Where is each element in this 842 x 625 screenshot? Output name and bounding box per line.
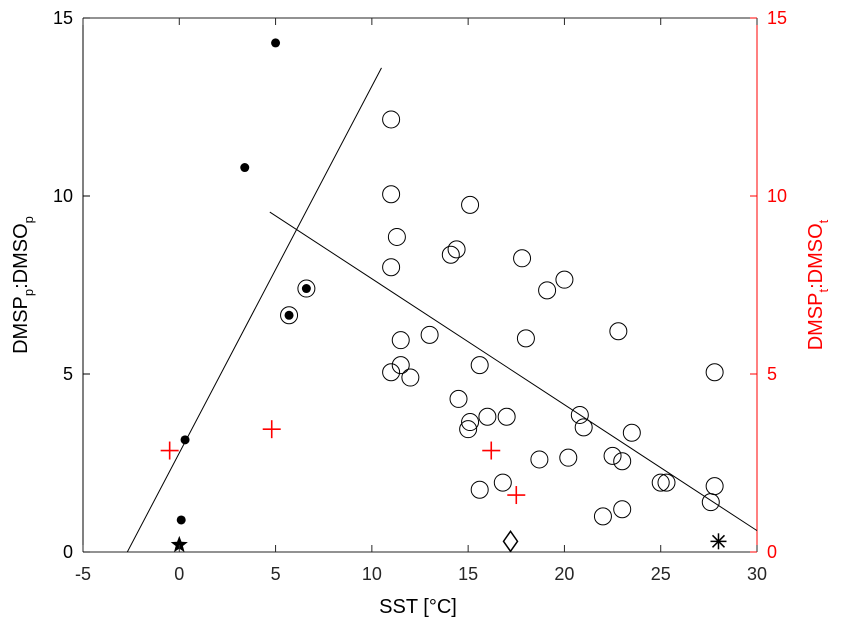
left-y-tick-label: 15 — [53, 8, 73, 28]
left-y-tick-label: 10 — [53, 186, 73, 206]
open-circle-point — [391, 356, 410, 375]
open-circle-point — [559, 448, 578, 467]
open-circle-point — [461, 413, 480, 432]
right-y-tick-label: 15 — [767, 8, 787, 28]
diamond-point — [502, 530, 519, 553]
open-circle-point — [493, 473, 512, 492]
x-tick-label: 20 — [554, 564, 574, 584]
x-tick-label: 10 — [362, 564, 382, 584]
filled-circle-point — [176, 515, 186, 525]
open-circle-point — [513, 249, 532, 268]
x-tick-label: 5 — [271, 564, 281, 584]
open-circle-point — [497, 407, 516, 426]
left-y-title-main: DMSP — [10, 296, 32, 354]
open-circle-point — [622, 423, 641, 442]
right-y-axis-title: DMSPt:DMSOt — [805, 219, 831, 350]
left-y-axis-title: DMSPp:DMSOp — [10, 216, 36, 354]
open-circle-point — [297, 279, 316, 298]
open-circle-point — [470, 480, 489, 499]
open-circle-point — [516, 329, 535, 348]
open-circle-point — [701, 493, 720, 512]
left-y-title-sep: :DMSO — [10, 223, 32, 289]
open-circle-point — [441, 245, 460, 264]
x-tick-label: 15 — [458, 564, 478, 584]
open-circle-point — [382, 185, 401, 204]
left-y-title-sub2: p — [21, 216, 36, 223]
fit-line — [126, 67, 382, 553]
plus-point — [160, 441, 179, 460]
x-tick-label: 0 — [174, 564, 184, 584]
right-y-title-sub1: t — [816, 289, 831, 293]
open-circle-point — [387, 227, 406, 246]
filled-circle-point — [284, 310, 294, 320]
right-y-tick-label: 0 — [767, 542, 777, 562]
open-circle-point — [391, 331, 410, 350]
open-circle-point — [420, 325, 439, 344]
asterisk-point-d2 — [711, 534, 726, 548]
open-circle-point — [609, 322, 628, 341]
open-circle-point — [593, 507, 612, 526]
x-tick-label: 25 — [651, 564, 671, 584]
open-circle-point — [603, 446, 622, 465]
open-circle-point — [613, 500, 632, 519]
open-circle-point — [461, 195, 480, 214]
asterisk-point — [710, 533, 727, 550]
right-y-tick-label: 10 — [767, 186, 787, 206]
open-circle-point — [538, 281, 557, 300]
open-circle-point — [382, 110, 401, 129]
open-circle-point — [555, 270, 574, 289]
right-y-title-sep: :DMSO — [805, 223, 827, 289]
x-axis-title: SST [°C] — [379, 596, 457, 618]
right-y-title-main: DMSP — [805, 293, 827, 351]
open-circle-point — [280, 306, 299, 325]
filled-circle-point — [240, 163, 250, 173]
filled-circle-point — [180, 435, 190, 445]
x-tick-label: -5 — [75, 564, 91, 584]
x-tick-label: 30 — [747, 564, 767, 584]
fit-line — [269, 211, 758, 532]
open-circle-point — [449, 389, 468, 408]
open-circle-point — [570, 405, 589, 424]
open-circle-point — [447, 240, 466, 259]
right-y-title-sub2: t — [816, 219, 831, 223]
left-y-title-sub1: p — [21, 289, 36, 296]
star-point — [170, 535, 188, 553]
open-circle-point — [657, 473, 676, 492]
left-y-tick-label: 5 — [63, 364, 73, 384]
data-markers — [160, 38, 727, 553]
open-circle-point — [705, 363, 724, 382]
open-circle-point — [574, 418, 593, 437]
open-circle-point — [401, 368, 420, 387]
open-circle-point — [530, 450, 549, 469]
plus-point — [507, 486, 526, 505]
right-y-tick-label: 5 — [767, 364, 777, 384]
open-circle-point — [478, 407, 497, 426]
open-circle-point — [459, 420, 478, 439]
plus-point — [482, 441, 501, 460]
open-circle-point — [382, 363, 401, 382]
plot-frame — [82, 17, 758, 553]
open-circle-point — [470, 356, 489, 375]
filled-circle-point — [301, 284, 311, 294]
open-circle-point — [382, 258, 401, 277]
left-y-tick-label: 0 — [63, 542, 73, 562]
filled-circle-point — [271, 38, 281, 48]
open-circle-point — [651, 473, 670, 492]
open-circle-point — [613, 452, 632, 471]
plus-point — [262, 420, 281, 439]
fit-lines — [126, 67, 758, 553]
